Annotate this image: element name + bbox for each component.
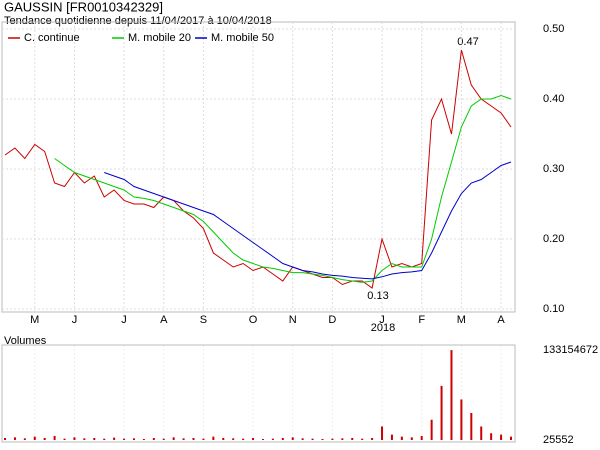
- volume-bar: [113, 437, 116, 440]
- volume-bar: [123, 438, 126, 440]
- volume-bar: [172, 437, 175, 440]
- plot-frame: [1, 21, 516, 313]
- volume-bar: [460, 399, 463, 440]
- volume-bar: [500, 434, 503, 440]
- volume-bar: [271, 438, 274, 440]
- y-tick-label: 133154672: [543, 344, 598, 356]
- volume-bar: [301, 438, 304, 440]
- volume-bar: [361, 438, 364, 440]
- legend-label: M. mobile 20: [128, 32, 191, 44]
- annotation: 0.47: [457, 36, 478, 48]
- volume-bar: [162, 438, 165, 440]
- volume-bar: [450, 350, 453, 440]
- x-tick-label: A: [497, 314, 505, 326]
- volume-bar: [4, 437, 6, 440]
- volume-bar: [470, 412, 473, 440]
- annotation: 0.13: [367, 290, 388, 302]
- y-tick-label: 0.50: [543, 23, 564, 35]
- volume-bar: [63, 438, 66, 440]
- volume-bar: [103, 438, 106, 440]
- y-tick-label: 0.30: [543, 163, 564, 175]
- x-tick-label: M: [30, 314, 39, 326]
- volume-bar: [261, 439, 264, 440]
- volume-bar: [73, 437, 76, 440]
- volume-bar: [390, 434, 393, 440]
- legend-label: C. continue: [24, 32, 80, 44]
- x-tick-label: J: [379, 314, 385, 326]
- x-tick-label: A: [160, 314, 168, 326]
- chart-subtitle: Tendance quotidienne depuis 11/04/2017 à…: [4, 15, 272, 27]
- volume-bar: [53, 435, 56, 440]
- y-tick-label: 0.10: [543, 303, 564, 315]
- volume-bar: [152, 437, 155, 440]
- volume-bar: [182, 438, 185, 440]
- x-tick-label: J: [121, 314, 127, 326]
- volume-bar: [490, 433, 493, 440]
- volume-bar: [351, 437, 354, 440]
- volume-bar: [83, 438, 86, 440]
- volume-bar: [13, 437, 16, 440]
- y-tick-label: 0.40: [543, 93, 564, 105]
- volume-bar: [132, 438, 135, 440]
- x-tick-label: M: [457, 314, 466, 326]
- series-line: [54, 94, 512, 283]
- volume-bar: [242, 438, 245, 440]
- volume-bar: [480, 426, 483, 440]
- panel-title: Volumes: [4, 335, 47, 347]
- volume-bar: [430, 419, 433, 440]
- volume-bar: [202, 438, 205, 440]
- volume-bar: [142, 439, 145, 440]
- volume-bar: [420, 435, 423, 440]
- legend-label: M. mobile 50: [211, 32, 274, 44]
- volume-bar: [341, 438, 344, 440]
- volume-bar: [291, 437, 294, 440]
- volume-bar: [232, 438, 235, 440]
- x-tick-label: D: [328, 314, 336, 326]
- volume-bar: [252, 437, 255, 440]
- series-line: [4, 49, 512, 289]
- x-tick-label: N: [289, 314, 297, 326]
- volume-bar: [400, 436, 403, 440]
- volume-bar: [222, 437, 225, 440]
- x-tick-label: F: [418, 314, 425, 326]
- volume-bar: [281, 437, 284, 440]
- volume-bar: [381, 426, 384, 440]
- volume-bar: [510, 436, 512, 440]
- volume-bar: [212, 436, 215, 440]
- chart-title: GAUSSIN [FR0010342329]: [4, 0, 163, 14]
- volume-bar: [192, 437, 195, 440]
- x-tick-label: O: [249, 314, 258, 326]
- volume-bar: [371, 437, 374, 440]
- volume-frame: [1, 344, 516, 443]
- x-tick-label: J: [72, 314, 78, 326]
- volume-bar: [33, 436, 36, 440]
- volume-bar: [23, 438, 26, 440]
- x-tick-label: S: [200, 314, 207, 326]
- volume-bar: [410, 437, 413, 440]
- volume-bar: [311, 438, 314, 440]
- volume-bar: [321, 439, 324, 440]
- volume-bar: [43, 437, 46, 440]
- year-label: 2018: [371, 322, 395, 334]
- y-tick-label: 25552: [543, 434, 574, 446]
- volume-bar: [440, 385, 443, 440]
- y-tick-label: 0.20: [543, 233, 564, 245]
- series-line: [104, 161, 512, 280]
- volume-bar: [331, 438, 334, 440]
- volume-bar: [93, 437, 96, 440]
